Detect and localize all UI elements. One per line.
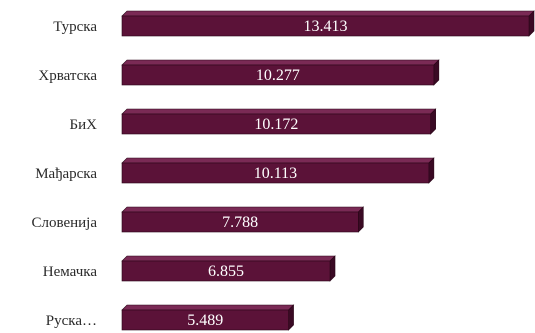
category-label: Мађарска <box>35 166 97 182</box>
bar <box>121 113 431 135</box>
category-label: Хрватска <box>38 68 97 84</box>
bar-top-face <box>121 10 535 17</box>
bar <box>121 15 530 37</box>
category-label: Немачка <box>43 264 98 280</box>
bar-group: 5.489 Руска… <box>46 304 295 331</box>
category-label: Руска… <box>46 313 97 329</box>
bar <box>121 162 430 184</box>
bar-value-label: 10.113 <box>254 165 297 182</box>
bar-group: 10.172 БиХ <box>70 108 437 135</box>
bar-group: 10.113 Мађарска <box>35 157 435 184</box>
bar <box>121 211 359 233</box>
bar <box>121 309 289 331</box>
bar-value-label: 10.277 <box>256 67 300 84</box>
bar-value-label: 10.172 <box>254 116 298 133</box>
bar-value-label: 6.855 <box>208 263 244 280</box>
bar-top-face <box>121 255 336 262</box>
bar-group: 13.413 Турска <box>53 10 535 37</box>
bar-top-face <box>121 304 295 311</box>
bar-top-face <box>121 206 365 213</box>
bar <box>121 64 435 86</box>
category-label: Турска <box>53 19 97 35</box>
bar <box>121 260 331 282</box>
category-label: БиХ <box>70 117 98 133</box>
bar-group: 7.788 Словенија <box>31 206 365 233</box>
bar-value-label: 7.788 <box>222 214 258 231</box>
bar-top-face <box>121 157 435 164</box>
bar-value-label: 13.413 <box>304 18 348 35</box>
bar-group: 6.855 Немачка <box>43 255 336 282</box>
bar-value-label: 5.489 <box>187 312 223 329</box>
bar-top-face <box>121 59 440 66</box>
category-label: Словенија <box>31 215 97 231</box>
bar-group: 10.277 Хрватска <box>38 59 440 86</box>
bar-top-face <box>121 108 437 115</box>
